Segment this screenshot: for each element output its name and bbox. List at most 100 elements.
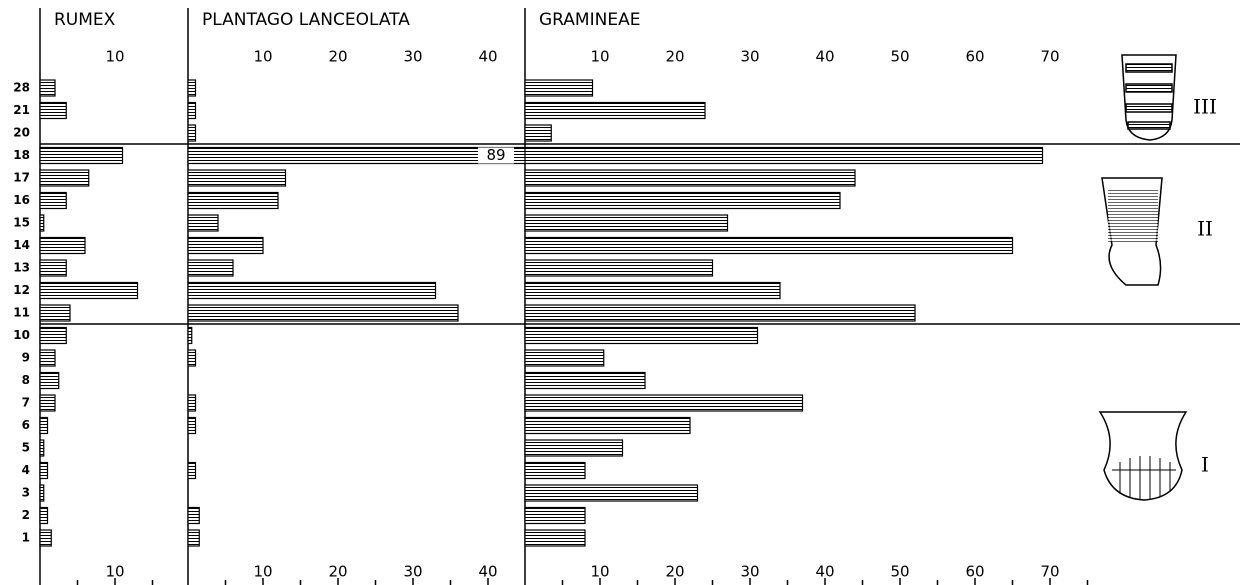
bar bbox=[188, 260, 233, 276]
y-tick-label: 10 bbox=[13, 328, 30, 342]
bar bbox=[525, 463, 585, 479]
panel-title: RUMEX bbox=[54, 10, 116, 30]
bar bbox=[188, 395, 196, 411]
bar-group bbox=[40, 350, 55, 366]
bar bbox=[40, 80, 55, 96]
x-tick-label: 40 bbox=[815, 563, 834, 581]
bar bbox=[525, 395, 803, 411]
bar bbox=[188, 508, 199, 524]
bar bbox=[40, 328, 66, 344]
bar bbox=[188, 238, 263, 254]
y-tick-label: 14 bbox=[13, 238, 30, 252]
bar bbox=[188, 328, 192, 344]
bar-group bbox=[188, 215, 218, 231]
bar bbox=[525, 485, 698, 501]
y-tick-label: 5 bbox=[22, 441, 30, 455]
bar bbox=[188, 418, 196, 434]
y-tick-label: 28 bbox=[13, 81, 30, 95]
bar bbox=[40, 440, 44, 456]
y-tick-label: 12 bbox=[13, 283, 30, 297]
x-tick-label: 40 bbox=[815, 48, 834, 66]
bar-group bbox=[188, 125, 196, 141]
x-tick-label: 30 bbox=[740, 48, 759, 66]
bar bbox=[525, 283, 780, 299]
bar-group bbox=[525, 193, 840, 209]
bar-group bbox=[188, 170, 286, 186]
x-tick-label: 60 bbox=[965, 48, 984, 66]
bar-group bbox=[188, 530, 199, 546]
bar bbox=[188, 125, 196, 141]
bar bbox=[40, 373, 59, 389]
bar-group bbox=[188, 238, 263, 254]
bar-group bbox=[40, 148, 123, 164]
x-tick-label: 50 bbox=[890, 48, 909, 66]
bar bbox=[188, 215, 218, 231]
y-tick-label: 13 bbox=[13, 261, 30, 275]
pollen-diagram: 282120181716151413121110987654321IIIIIIR… bbox=[0, 0, 1240, 585]
x-tick-label: 40 bbox=[478, 48, 497, 66]
bar-group bbox=[188, 305, 458, 321]
zone-label: II bbox=[1197, 217, 1213, 241]
bar bbox=[525, 80, 593, 96]
bar-group bbox=[40, 440, 44, 456]
bar-group bbox=[40, 463, 48, 479]
bar-group bbox=[525, 125, 551, 141]
bar-group bbox=[40, 530, 51, 546]
bar bbox=[40, 103, 66, 119]
bar bbox=[525, 103, 705, 119]
bar-group bbox=[188, 80, 196, 96]
y-tick-label: 4 bbox=[22, 463, 30, 477]
y-tick-label: 15 bbox=[13, 216, 30, 230]
bar-group bbox=[525, 215, 728, 231]
bar bbox=[525, 418, 690, 434]
bar bbox=[188, 193, 278, 209]
y-tick-label: 6 bbox=[22, 418, 30, 432]
bar-group bbox=[40, 193, 66, 209]
bar-group bbox=[188, 193, 278, 209]
bar-group bbox=[525, 440, 623, 456]
bar bbox=[188, 170, 286, 186]
bar-group bbox=[525, 328, 758, 344]
y-tick-label: 18 bbox=[13, 148, 30, 162]
bar-group bbox=[40, 170, 89, 186]
x-tick-label: 30 bbox=[740, 563, 759, 581]
bar-group bbox=[40, 328, 66, 344]
bar-group bbox=[188, 350, 196, 366]
bar bbox=[40, 530, 51, 546]
bar bbox=[188, 103, 196, 119]
bar bbox=[188, 283, 436, 299]
x-tick-label: 20 bbox=[665, 48, 684, 66]
bar-group bbox=[188, 283, 436, 299]
bar-group bbox=[525, 418, 690, 434]
y-tick-label: 11 bbox=[13, 306, 30, 320]
bar bbox=[40, 463, 48, 479]
y-tick-label: 3 bbox=[22, 486, 30, 500]
x-tick-label: 10 bbox=[253, 48, 272, 66]
bar bbox=[188, 350, 196, 366]
bar bbox=[525, 170, 855, 186]
x-tick-label: 20 bbox=[328, 48, 347, 66]
value-label: 89 bbox=[486, 146, 505, 164]
bar bbox=[525, 148, 1043, 164]
x-tick-label: 40 bbox=[478, 563, 497, 581]
zone-label: III bbox=[1193, 95, 1217, 119]
bar bbox=[40, 260, 66, 276]
x-tick-label: 10 bbox=[105, 48, 124, 66]
bar bbox=[40, 148, 123, 164]
bar bbox=[525, 260, 713, 276]
bar-group bbox=[40, 485, 44, 501]
bar-group bbox=[525, 238, 1013, 254]
bar-group bbox=[525, 260, 713, 276]
y-tick-label: 2 bbox=[22, 508, 30, 522]
bar bbox=[525, 373, 645, 389]
y-tick-label: 21 bbox=[13, 103, 30, 117]
bar-group bbox=[525, 305, 915, 321]
bar bbox=[40, 193, 66, 209]
zone-label: I bbox=[1201, 453, 1209, 477]
bar-group bbox=[40, 215, 44, 231]
bar-group bbox=[40, 103, 66, 119]
y-tick-label: 20 bbox=[13, 126, 30, 140]
y-tick-label: 7 bbox=[22, 396, 30, 410]
x-tick-label: 10 bbox=[253, 563, 272, 581]
bar bbox=[40, 418, 48, 434]
